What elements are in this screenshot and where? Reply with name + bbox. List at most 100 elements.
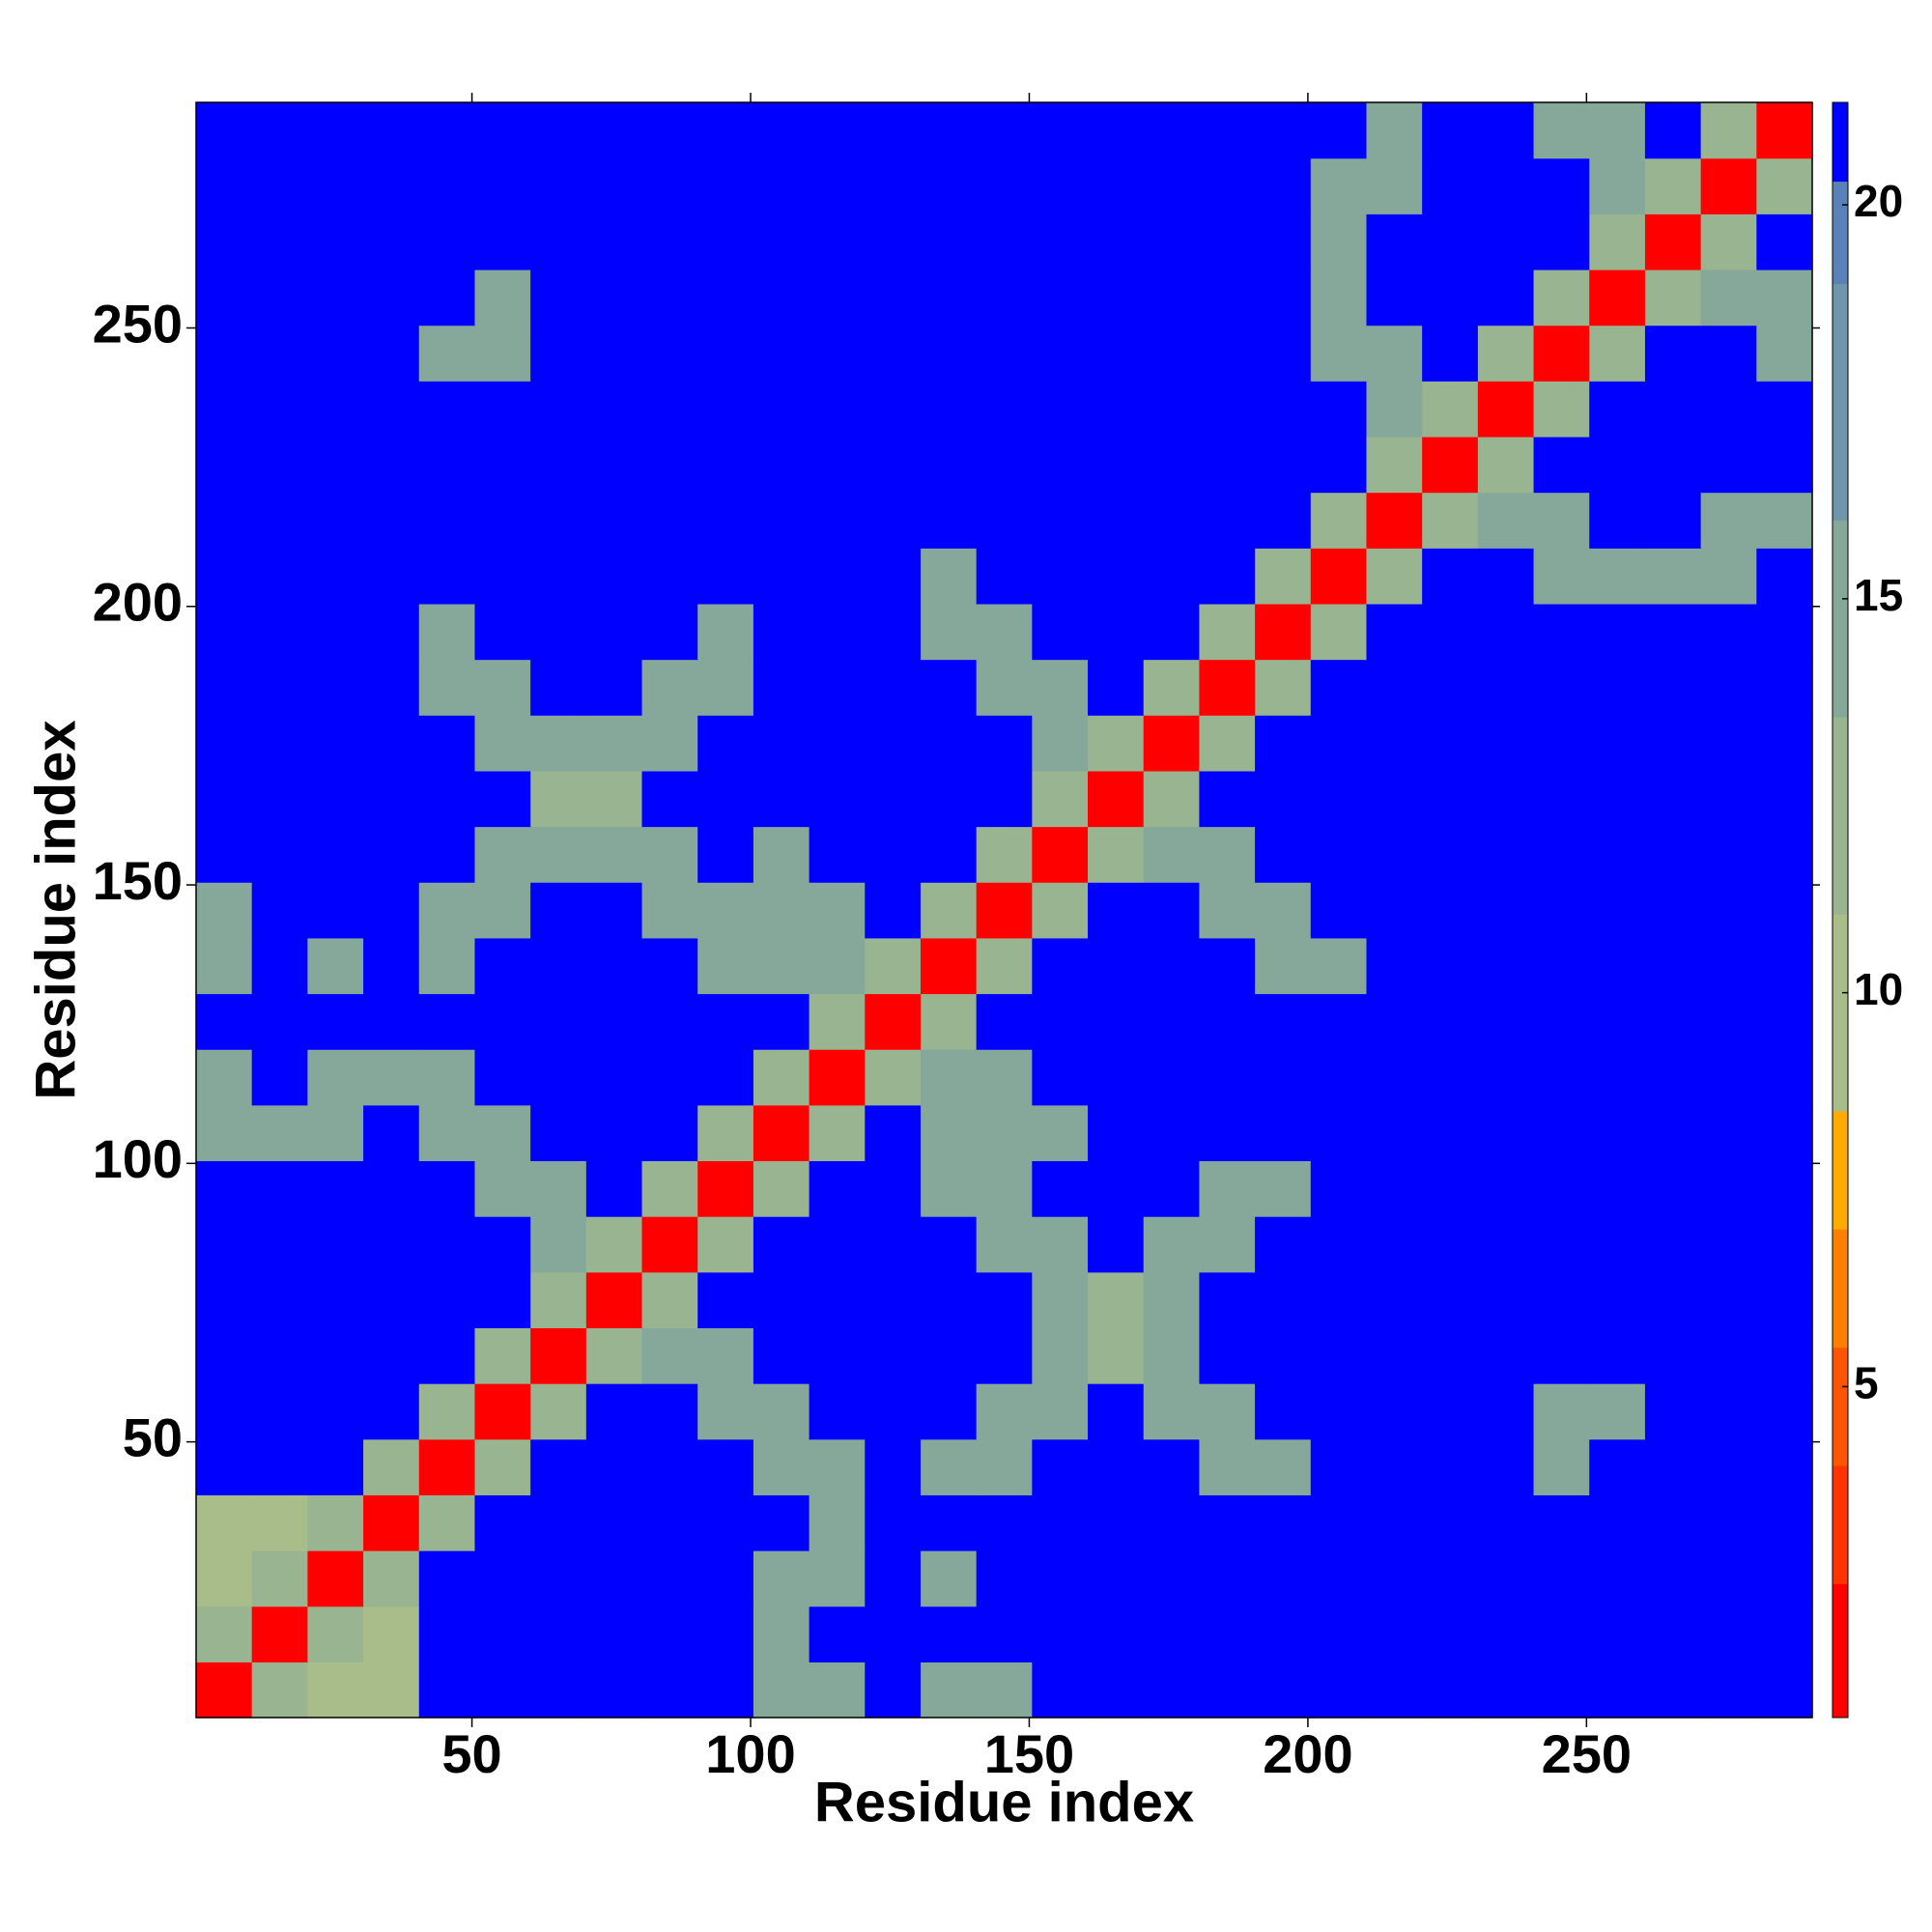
heatmap-cell [1700,659,1757,716]
heatmap-cell [1422,102,1479,159]
heatmap-cell [976,269,1033,327]
heatmap-cell [196,603,253,661]
heatmap-cell [1143,1383,1201,1440]
heatmap-cell [1700,1271,1757,1329]
heatmap-cell [1700,102,1757,159]
heatmap-cell [196,1438,253,1495]
heatmap-cell [1199,1104,1256,1162]
heatmap-cell [1644,102,1702,159]
heatmap-cell [697,1438,754,1495]
heatmap-cell [474,1327,531,1384]
heatmap-cell [976,770,1033,828]
heatmap-cell [307,269,364,327]
heatmap-cell [1422,659,1479,716]
heatmap-cell [697,1049,754,1106]
heatmap-cell [1032,325,1089,382]
heatmap-cell [1477,1438,1535,1495]
heatmap-cell [976,1662,1033,1719]
heatmap-cell [865,715,922,772]
heatmap-cell [418,1327,476,1384]
colorbar-tick-label: 15 [1854,570,1903,620]
heatmap-cell [809,269,866,327]
heatmap-cell [585,1104,643,1162]
heatmap-cell [1143,882,1201,939]
heatmap-cell [920,1605,978,1662]
heatmap-cell [865,1383,922,1440]
heatmap-cell [1032,603,1089,661]
heatmap-cell [976,1049,1033,1106]
heatmap-cell [474,325,531,382]
heatmap-cell [1700,1383,1757,1440]
heatmap-cell [1477,1662,1535,1719]
heatmap-cell [1644,1438,1702,1495]
heatmap-cell [1199,1494,1256,1551]
heatmap-cell [1589,436,1646,494]
heatmap-cell [865,1104,922,1162]
heatmap-cell [641,770,698,828]
heatmap-cell [1143,1160,1201,1217]
heatmap-cell [753,1662,810,1719]
heatmap-cell [1644,603,1702,661]
heatmap-cell [697,770,754,828]
heatmap-cell [530,993,587,1050]
heatmap-cell [1032,1605,1089,1662]
heatmap-cell [1310,1438,1368,1495]
heatmap-cell [976,157,1033,214]
heatmap-cell [1589,269,1646,327]
heatmap-cell [1756,1049,1813,1106]
heatmap-cell [1310,157,1368,214]
heatmap-cell [641,1327,698,1384]
heatmap-cell [474,1271,531,1329]
heatmap-cell [196,659,253,716]
heatmap-cell [307,381,364,438]
heatmap-cell [641,937,698,995]
heatmap-cell [1422,770,1479,828]
x-tick-label: 200 [1263,1723,1352,1784]
heatmap-cell [1644,213,1702,270]
heatmap-cell [753,882,810,939]
heatmap-cell [1199,1438,1256,1495]
heatmap-cell [697,1160,754,1217]
heatmap-cell [1700,269,1757,327]
heatmap-cell [307,826,364,883]
heatmap-cell [418,269,476,327]
heatmap-cell [585,1049,643,1106]
heatmap-cell [1422,1160,1479,1217]
heatmap-cell [585,213,643,270]
heatmap-cell [1032,1550,1089,1607]
heatmap-cell [1700,1160,1757,1217]
heatmap-cell [1533,1383,1590,1440]
heatmap-cell [307,1216,364,1273]
heatmap-cell [1756,381,1813,438]
heatmap-cell [1199,715,1256,772]
heatmap-cell [418,1662,476,1719]
heatmap-cell [363,603,420,661]
heatmap-cell [1589,1383,1646,1440]
heatmap-cell [585,1327,643,1384]
heatmap-cell [1700,325,1757,382]
heatmap-cell [251,659,308,716]
heatmap-cell [865,157,922,214]
heatmap-cell [474,1104,531,1162]
heatmap-cell [307,1662,364,1719]
heatmap-cell [1700,381,1757,438]
heatmap-cell [753,381,810,438]
heatmap-cell [474,1494,531,1551]
heatmap-cell [753,826,810,883]
colorbar-frame [1832,101,1849,1719]
colorbar-segment [1833,283,1848,521]
heatmap-cell [865,381,922,438]
heatmap-cell [1366,269,1423,327]
heatmap-cell [1533,1160,1590,1217]
heatmap-cell [418,1550,476,1607]
heatmap-cell [585,1438,643,1495]
colorbar-segment [1833,181,1848,285]
heatmap-cell [1143,826,1201,883]
heatmap-cell [1422,492,1479,549]
heatmap-cell [530,603,587,661]
heatmap-cell [251,715,308,772]
heatmap-cell [1032,436,1089,494]
heatmap-cell [1533,1550,1590,1607]
heatmap-cell [1477,659,1535,716]
